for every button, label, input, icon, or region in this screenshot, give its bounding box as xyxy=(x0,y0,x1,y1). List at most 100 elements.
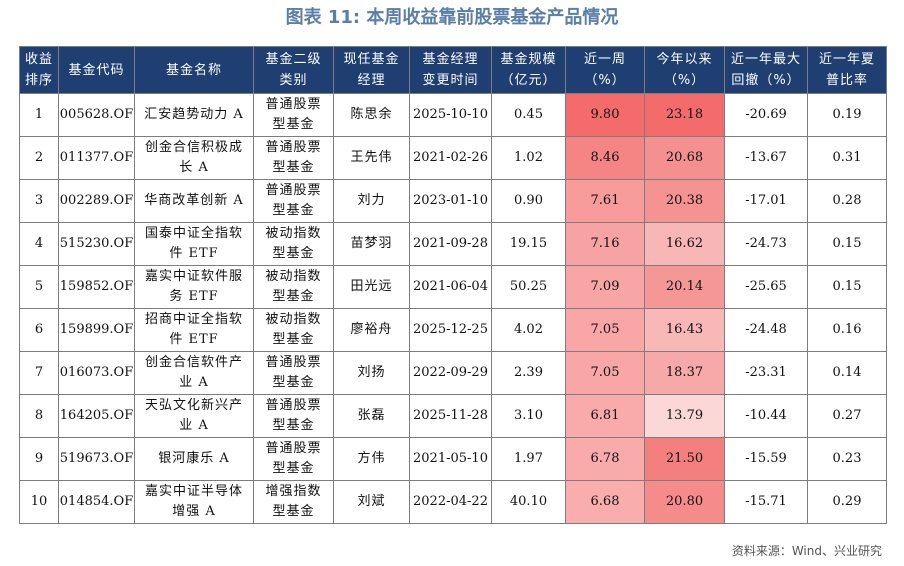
sharpe-ratio-cell: 0.28 xyxy=(807,179,887,223)
fund-name-cell: 华商改革创新 A xyxy=(134,179,254,223)
fund-code-cell: 011377.OF xyxy=(58,136,135,180)
max-drawdown-cell: -17.01 xyxy=(724,179,808,223)
sharpe-ratio-cell: 0.23 xyxy=(807,437,887,481)
sharpe-ratio-cell: 0.15 xyxy=(807,222,887,266)
fund-name-cell: 银河康乐 A xyxy=(134,437,254,481)
fund-category-cell: 普通股票 型基金 xyxy=(253,93,334,137)
rank-cell: 1 xyxy=(19,93,59,137)
ytd-return-cell: 23.18 xyxy=(644,93,725,137)
fund-category-cell: 普通股票 型基金 xyxy=(253,394,334,438)
week-return-cell: 6.81 xyxy=(565,394,645,438)
fund-category-cell: 普通股票 型基金 xyxy=(253,351,334,395)
manager-cell: 王先伟 xyxy=(333,136,410,180)
fund-scale-cell: 50.25 xyxy=(491,265,566,309)
col-header-name: 基金名称 xyxy=(134,46,254,94)
rank-cell: 9 xyxy=(19,437,59,481)
fund-scale-cell: 0.45 xyxy=(491,93,566,137)
col-header-code: 基金代码 xyxy=(58,46,135,94)
fund-name-cell: 嘉实中证软件服 务 ETF xyxy=(134,265,254,309)
fund-name-cell: 国泰中证全指软 件 ETF xyxy=(134,222,254,266)
rank-cell: 5 xyxy=(19,265,59,309)
fund-code-cell: 159852.OF xyxy=(58,265,135,309)
fund-code-cell: 159899.OF xyxy=(58,308,135,352)
week-return-cell: 7.16 xyxy=(565,222,645,266)
fund-scale-cell: 0.90 xyxy=(491,179,566,223)
week-return-cell: 9.80 xyxy=(565,93,645,137)
fund-code-cell: 515230.OF xyxy=(58,222,135,266)
change-date-cell: 2022-09-29 xyxy=(409,351,492,395)
page-title: 图表 11: 本周收益靠前股票基金产品情况 xyxy=(285,7,619,28)
fund-category-cell: 增强指数 型基金 xyxy=(253,480,334,524)
col-header-rank: 收益 排序 xyxy=(19,46,59,94)
fund-name-cell: 创金合信积极成 长 A xyxy=(134,136,254,180)
fund-scale-cell: 1.97 xyxy=(491,437,566,481)
change-date-cell: 2022-04-22 xyxy=(409,480,492,524)
manager-cell: 张磊 xyxy=(333,394,410,438)
week-return-cell: 7.05 xyxy=(565,308,645,352)
rank-cell: 10 xyxy=(19,480,59,524)
col-header-scale: 基金规模 （亿元） xyxy=(491,46,566,94)
fund-category-cell: 普通股票 型基金 xyxy=(253,136,334,180)
fund-code-cell: 164205.OF xyxy=(58,394,135,438)
sharpe-ratio-cell: 0.14 xyxy=(807,351,887,395)
rank-cell: 3 xyxy=(19,179,59,223)
table-row: 6 159899.OF 招商中证全指软 件 ETF 被动指数 型基金 廖裕舟 2025-1… xyxy=(19,308,887,352)
fund-category-cell: 普通股票 型基金 xyxy=(253,179,334,223)
fund-name-cell: 汇安趋势动力 A xyxy=(134,93,254,137)
table-row: 2 011377.OF 创金合信积极成 长 A 普通股票 型基金 王先伟 2021-02-… xyxy=(19,136,887,180)
manager-cell: 刘斌 xyxy=(333,480,410,524)
manager-cell: 陈思余 xyxy=(333,93,410,137)
col-header-week-return: 近一周 （%） xyxy=(565,46,645,94)
ytd-return-cell: 20.68 xyxy=(644,136,725,180)
fund-table-body: 1 005628.OF 汇安趋势动力 A 普通股票 型基金 陈思余 2025-10-10 0… xyxy=(19,93,887,524)
manager-cell: 刘力 xyxy=(333,179,410,223)
col-header-sharpe: 近一年夏 普比率 xyxy=(807,46,887,94)
table-row: 7 016073.OF 创金合信软件产 业 A 普通股票 型基金 刘扬 2022-09-2… xyxy=(19,351,887,395)
table-row: 8 164205.OF 天弘文化新兴产 业 A 普通股票 型基金 张磊 2025-11-2… xyxy=(19,394,887,438)
ytd-return-cell: 13.79 xyxy=(644,394,725,438)
week-return-cell: 7.05 xyxy=(565,351,645,395)
fund-code-cell: 002289.OF xyxy=(58,179,135,223)
rank-cell: 6 xyxy=(19,308,59,352)
table-row: 10 014854.OF 嘉实中证半导体 增强 A 增强指数 型基金 刘斌 2022-04… xyxy=(19,480,887,524)
manager-cell: 方伟 xyxy=(333,437,410,481)
sharpe-ratio-cell: 0.29 xyxy=(807,480,887,524)
source-note: 资料来源：Wind、兴业研究 xyxy=(731,544,882,558)
fund-name-cell: 嘉实中证半导体 增强 A xyxy=(134,480,254,524)
change-date-cell: 2025-10-10 xyxy=(409,93,492,137)
table-row: 3 002289.OF 华商改革创新 A 普通股票 型基金 刘力 2023-01-10 0.… xyxy=(19,179,887,223)
manager-cell: 刘扬 xyxy=(333,351,410,395)
fund-category-cell: 被动指数 型基金 xyxy=(253,265,334,309)
week-return-cell: 8.46 xyxy=(565,136,645,180)
fund-code-cell: 014854.OF xyxy=(58,480,135,524)
table-row: 4 515230.OF 国泰中证全指软 件 ETF 被动指数 型基金 苗梦羽 2021-0… xyxy=(19,222,887,266)
week-return-cell: 7.61 xyxy=(565,179,645,223)
ytd-return-cell: 18.37 xyxy=(644,351,725,395)
change-date-cell: 2023-01-10 xyxy=(409,179,492,223)
col-header-max-drawdown: 近一年最大 回撤（%） xyxy=(724,46,808,94)
manager-cell: 田光远 xyxy=(333,265,410,309)
fund-scale-cell: 3.10 xyxy=(491,394,566,438)
max-drawdown-cell: -23.31 xyxy=(724,351,808,395)
table-row: 5 159852.OF 嘉实中证软件服 务 ETF 被动指数 型基金 田光远 2021-0… xyxy=(19,265,887,309)
sharpe-ratio-cell: 0.27 xyxy=(807,394,887,438)
fund-category-cell: 普通股票 型基金 xyxy=(253,437,334,481)
fund-category-cell: 被动指数 型基金 xyxy=(253,222,334,266)
col-header-manager: 现任基金 经理 xyxy=(333,46,410,94)
rank-cell: 7 xyxy=(19,351,59,395)
fund-code-cell: 519673.OF xyxy=(58,437,135,481)
ytd-return-cell: 20.14 xyxy=(644,265,725,309)
ytd-return-cell: 20.38 xyxy=(644,179,725,223)
fund-code-cell: 016073.OF xyxy=(58,351,135,395)
col-header-change-date: 基金经理 变更时间 xyxy=(409,46,492,94)
ytd-return-cell: 20.80 xyxy=(644,480,725,524)
rank-cell: 4 xyxy=(19,222,59,266)
max-drawdown-cell: -25.65 xyxy=(724,265,808,309)
fund-name-cell: 天弘文化新兴产 业 A xyxy=(134,394,254,438)
max-drawdown-cell: -13.67 xyxy=(724,136,808,180)
max-drawdown-cell: -20.69 xyxy=(724,93,808,137)
ytd-return-cell: 16.43 xyxy=(644,308,725,352)
max-drawdown-cell: -24.73 xyxy=(724,222,808,266)
fund-scale-cell: 2.39 xyxy=(491,351,566,395)
change-date-cell: 2021-09-28 xyxy=(409,222,492,266)
